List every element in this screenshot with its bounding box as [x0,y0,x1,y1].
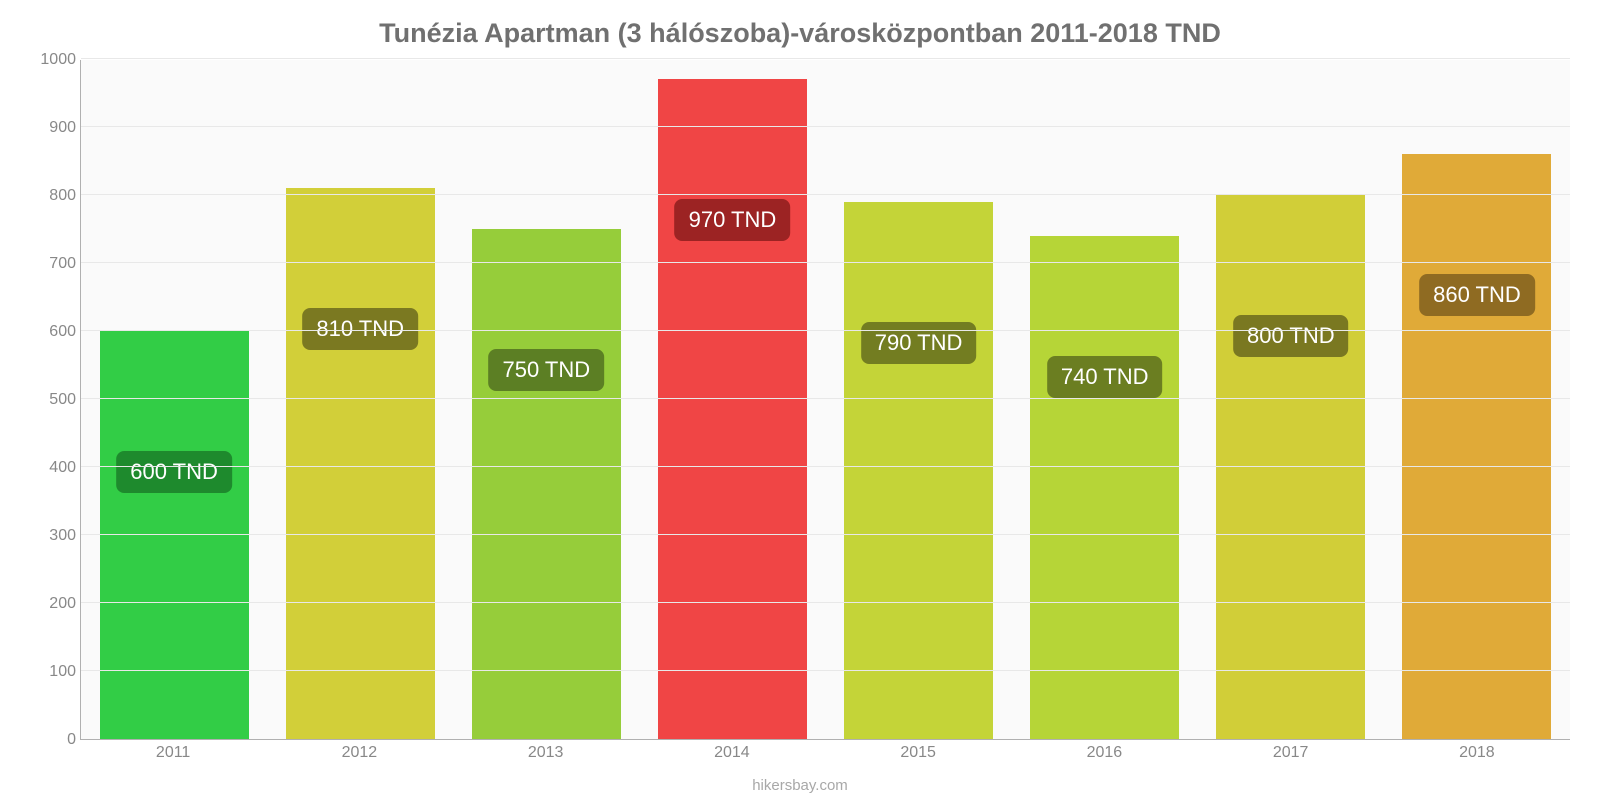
y-tick-label: 300 [6,527,76,545]
bar: 750 TND [472,229,621,739]
y-tick-label: 500 [6,391,76,409]
bar-slot: 750 TND [453,60,639,739]
grid-line [81,262,1570,263]
bar-value-label: 970 TND [675,199,791,241]
bar-value-label: 790 TND [861,322,977,364]
bar-slot: 800 TND [1198,60,1384,739]
x-tick-label: 2012 [266,744,452,774]
chart-title: Tunézia Apartman (3 hálószoba)-városközp… [0,18,1600,49]
bars-container: 600 TND 810 TND 750 TND 970 TND 790 TND 740 T… [81,60,1570,739]
bar-value-label: 860 TND [1419,274,1535,316]
bar-slot: 600 TND [81,60,267,739]
bar-value-label: 600 TND [116,451,232,493]
x-tick-label: 2013 [453,744,639,774]
plot-area: 600 TND 810 TND 750 TND 970 TND 790 TND 740 T… [80,60,1570,740]
y-tick-label: 400 [6,459,76,477]
bar: 800 TND [1216,195,1365,739]
y-tick-label: 0 [6,731,76,749]
x-tick-label: 2014 [639,744,825,774]
grid-line [81,58,1570,59]
chart-container: Tunézia Apartman (3 hálószoba)-városközp… [0,0,1600,800]
credit-text: hikersbay.com [0,777,1600,794]
grid-line [81,330,1570,331]
bar-value-label: 740 TND [1047,356,1163,398]
x-axis-labels: 20112012201320142015201620172018 [80,744,1570,774]
grid-line [81,670,1570,671]
grid-line [81,126,1570,127]
y-tick-label: 700 [6,255,76,273]
bar: 600 TND [100,331,249,739]
bar-value-label: 750 TND [488,349,604,391]
bar: 740 TND [1030,236,1179,739]
y-tick-label: 100 [6,663,76,681]
bar-slot: 810 TND [267,60,453,739]
y-tick-label: 900 [6,119,76,137]
grid-line [81,534,1570,535]
bar-slot: 740 TND [1012,60,1198,739]
bar-slot: 970 TND [639,60,825,739]
bar: 810 TND [286,188,435,739]
bar-slot: 790 TND [826,60,1012,739]
x-tick-label: 2018 [1384,744,1570,774]
bar: 790 TND [844,202,993,739]
x-tick-label: 2016 [1011,744,1197,774]
grid-line [81,194,1570,195]
grid-line [81,398,1570,399]
x-tick-label: 2017 [1198,744,1384,774]
bar-value-label: 800 TND [1233,315,1349,357]
x-tick-label: 2015 [825,744,1011,774]
y-tick-label: 200 [6,595,76,613]
grid-line [81,466,1570,467]
y-tick-label: 1000 [6,51,76,69]
y-tick-label: 800 [6,187,76,205]
y-tick-label: 600 [6,323,76,341]
bar: 860 TND [1402,154,1551,739]
bar-slot: 860 TND [1384,60,1570,739]
bar: 970 TND [658,79,807,739]
x-tick-label: 2011 [80,744,266,774]
grid-line [81,602,1570,603]
